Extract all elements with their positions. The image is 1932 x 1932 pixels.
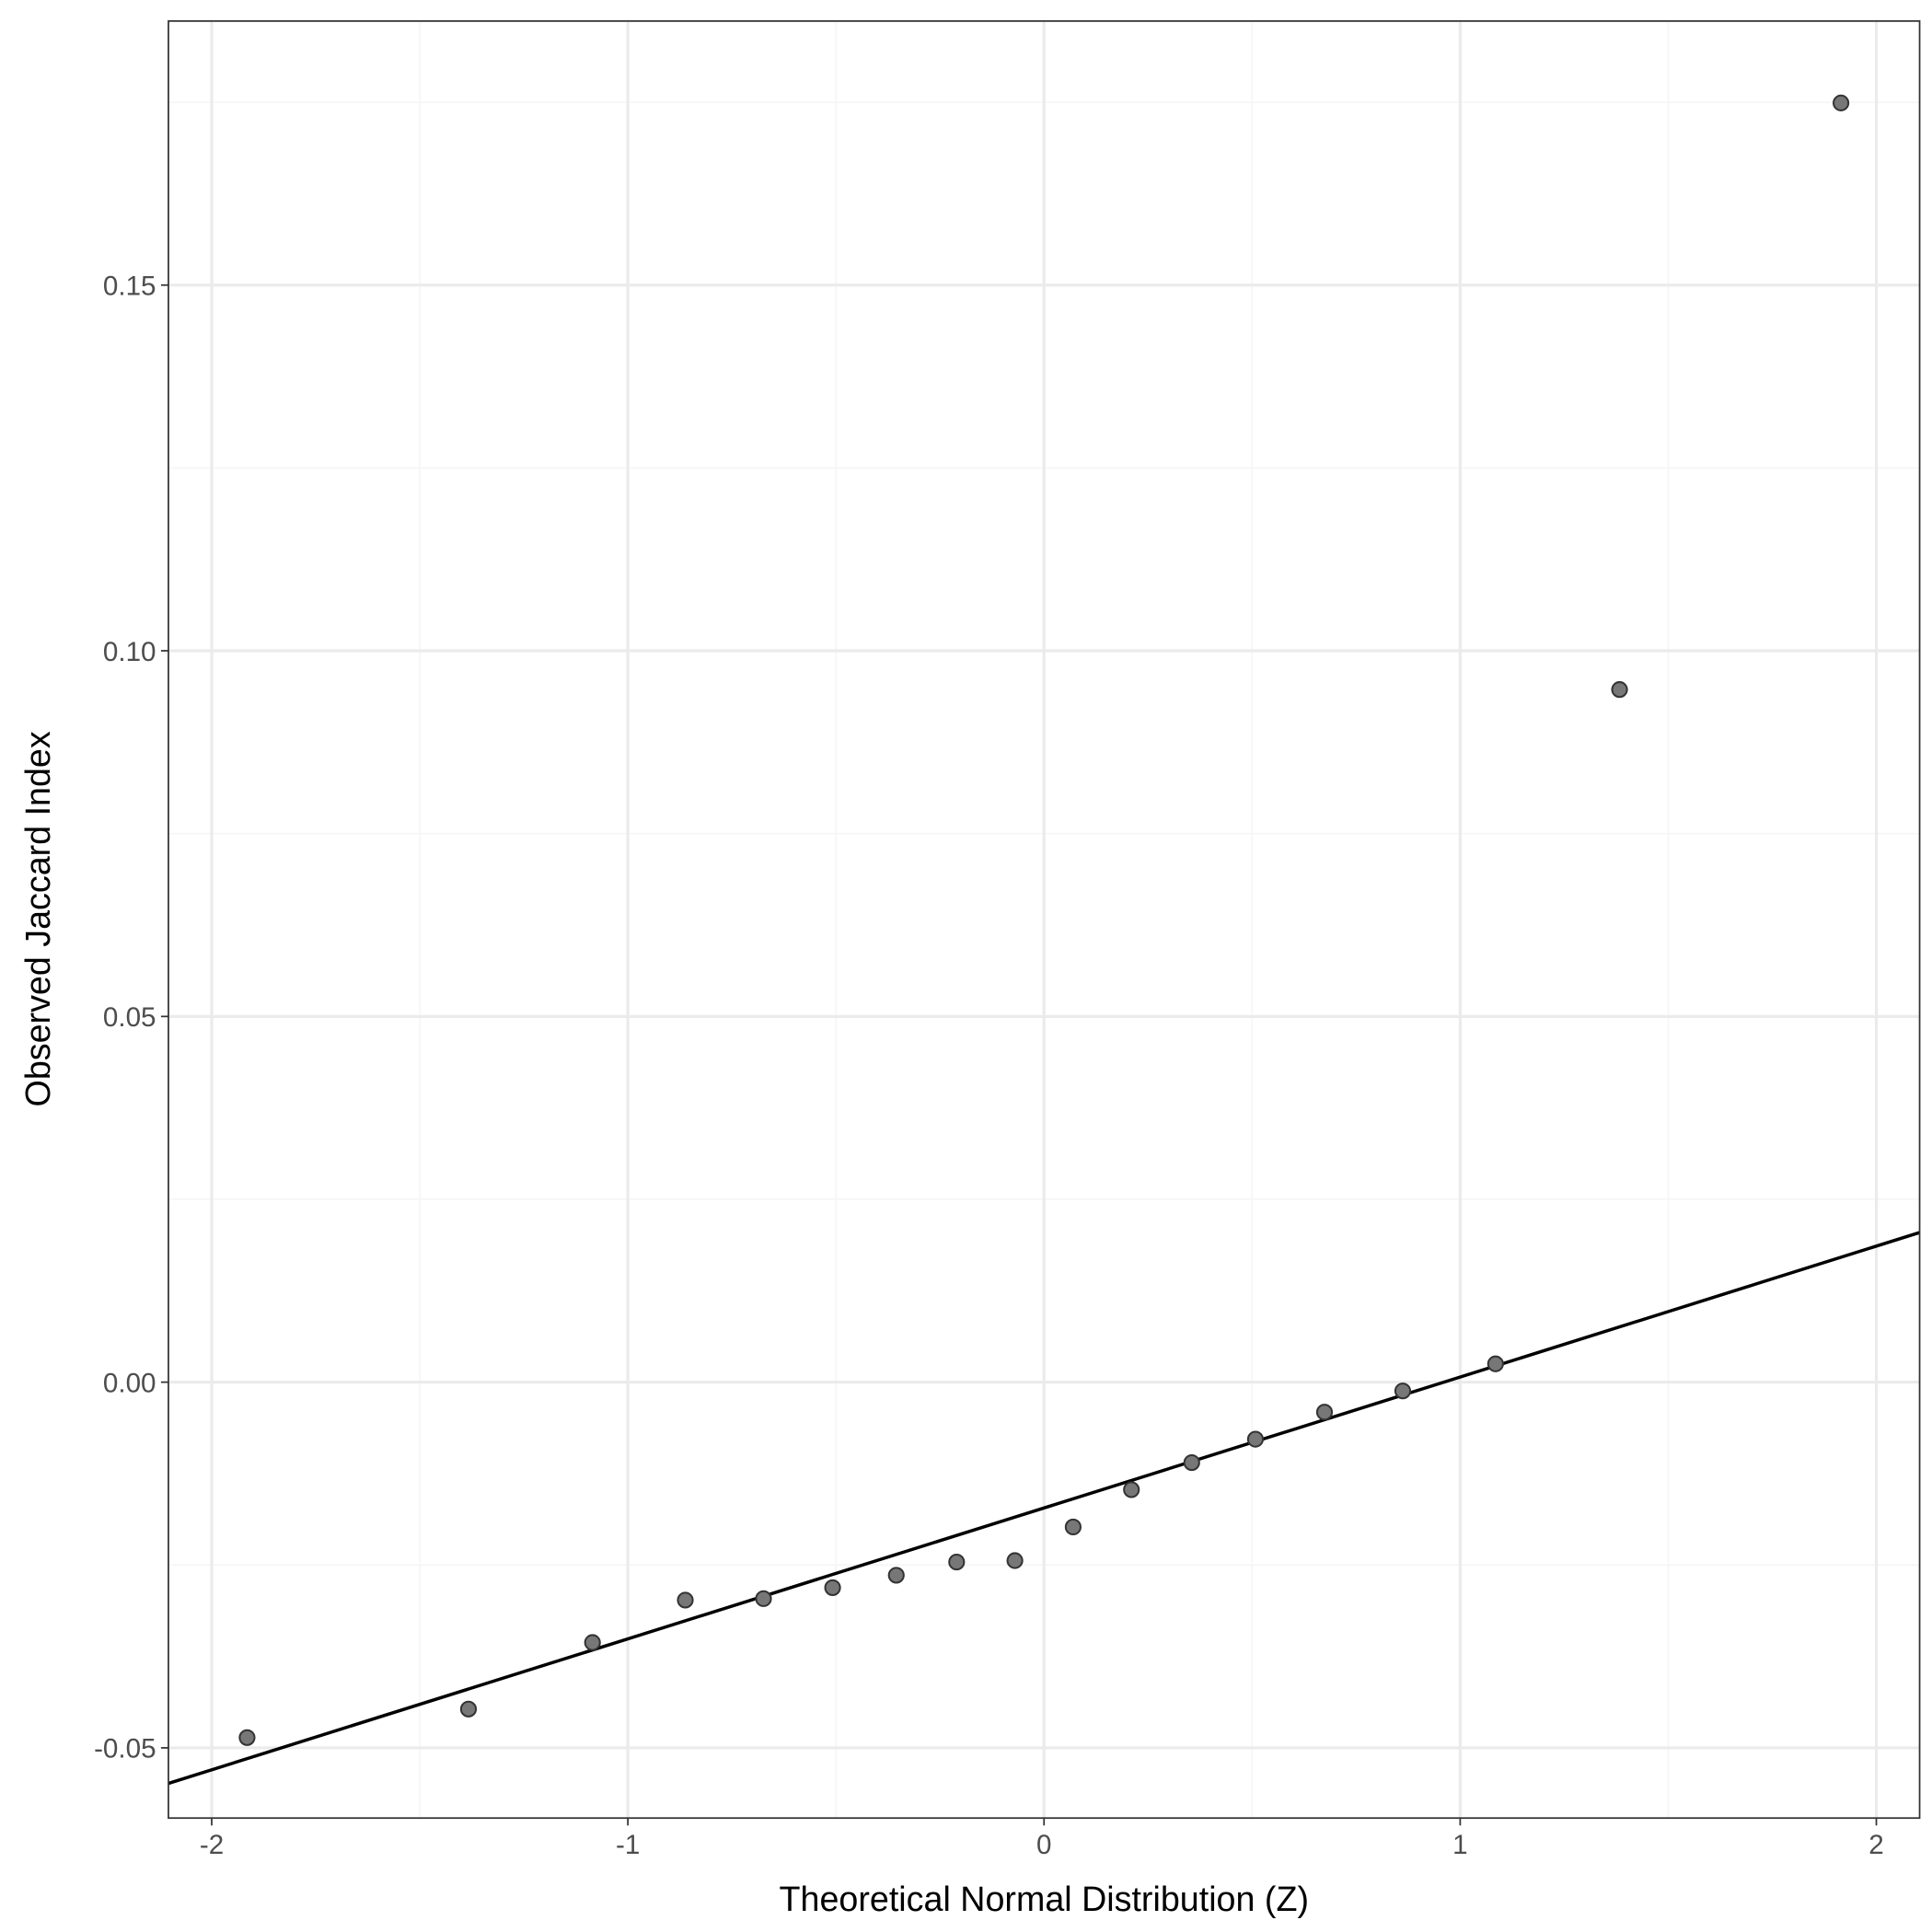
grid [168,20,1920,1819]
data-point [1183,1453,1200,1472]
data-point [755,1590,772,1607]
x-tick-label: -2 [200,1830,224,1860]
x-tick-label: 0 [1036,1830,1051,1860]
data-point [459,1700,478,1718]
data-point [1394,1382,1412,1400]
data-point [1833,94,1850,111]
data-point [887,1567,905,1584]
data-point [677,1591,694,1609]
data-point [948,1554,966,1571]
x-tick-label: -1 [616,1830,640,1860]
reference-line-layer [168,1231,1921,1786]
y-axis-title: Observed Jaccard Index [18,731,57,1106]
x-axis-title: Theoretical Normal Distribution (Z) [780,1880,1309,1918]
points-layer [238,94,1850,1746]
axes: -2 -1 0 1 2 -0.05 0.00 0.05 0.10 0.15 [94,271,1884,1860]
x-tick-label: 2 [1868,1830,1883,1860]
y-tick-label: 0.00 [103,1368,156,1398]
x-tick-label: 1 [1452,1830,1467,1860]
data-point [584,1634,601,1651]
data-point [1246,1430,1265,1448]
reference-line [168,1231,1921,1786]
data-point [1315,1404,1334,1421]
y-tick-label: 0.10 [103,637,156,667]
y-tick-label: 0.05 [103,1002,156,1033]
data-point [1487,1355,1504,1372]
data-point [824,1579,841,1596]
data-point [1611,681,1628,699]
y-tick-label: -0.05 [94,1734,156,1764]
data-point [1006,1552,1024,1569]
data-point [1123,1481,1140,1498]
data-point [1064,1518,1082,1536]
y-tick-label: 0.15 [103,271,156,301]
data-point [238,1729,256,1746]
